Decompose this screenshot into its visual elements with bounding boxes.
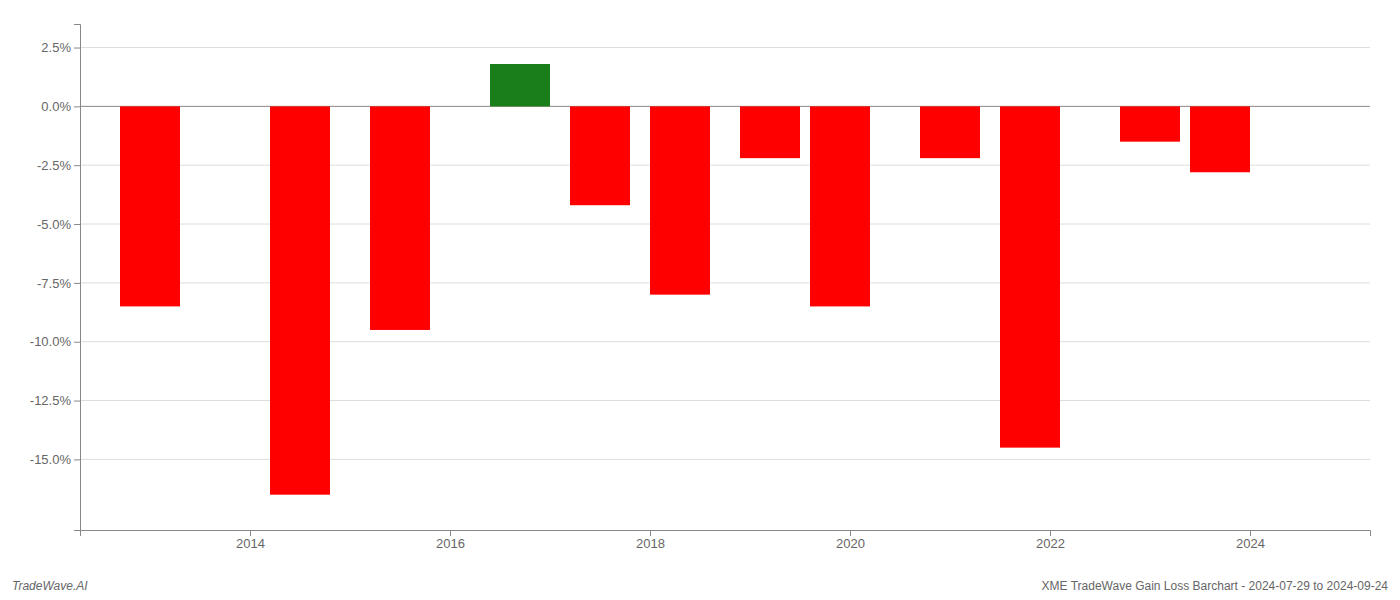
bar [920,106,980,158]
bar [1120,106,1180,141]
footer-right: XME TradeWave Gain Loss Barchart - 2024-… [1042,579,1389,593]
y-tick-mark [74,48,80,49]
y-tick-mark [74,283,80,284]
x-tick-mark [850,530,851,536]
y-tick-label: -15.0% [30,452,72,467]
y-tick: -15.0% [30,452,80,467]
x-tick: 2020 [836,530,865,551]
y-tick-mark [74,342,80,343]
x-tick-label: 2024 [1236,536,1265,551]
y-tick: -12.5% [30,393,80,408]
x-tick-label: 2014 [236,536,265,551]
y-tick-label: -5.0% [37,217,71,232]
x-tick-mark [450,530,451,536]
y-tick: -2.5% [37,158,80,173]
y-tick-mark [74,165,80,166]
y-tick-mark [74,401,80,402]
bar [490,64,550,106]
bar [270,106,330,494]
footer-left: TradeWave.AI [12,579,88,593]
bar [1190,106,1250,172]
x-axis: 2014 2016 2018 2020 2022 2024 [81,530,1371,551]
y-tick-label: -7.5% [37,276,71,291]
bar [570,106,630,205]
x-tick-mark [250,530,251,536]
x-tick: 2016 [436,530,465,551]
y-tick-mark [74,459,80,460]
bar [120,106,180,306]
bar [1000,106,1060,447]
y-tick-label: -2.5% [37,158,71,173]
bar [810,106,870,306]
y-tick-mark [74,106,80,107]
y-tick-label: -10.0% [30,334,72,349]
x-tick-mark [1250,530,1251,536]
y-tick-label: 2.5% [41,40,71,55]
x-tick-label: 2020 [836,536,865,551]
chart: 2014 2016 2018 2020 2022 2024 -15.0% -12.5% -10.… [0,0,1400,600]
x-tick: 2022 [1036,530,1065,551]
x-tick-label: 2018 [636,536,665,551]
x-tick: 2018 [636,530,665,551]
bar [650,106,710,294]
y-tick: 0.0% [41,99,80,114]
x-tick-label: 2016 [436,536,465,551]
y-axis-line [74,25,81,531]
x-axis-line [81,531,1371,537]
y-tick: -7.5% [37,276,80,291]
y-tick: -10.0% [30,334,80,349]
bar [370,106,430,330]
plot: 2014 2016 2018 2020 2022 2024 -15.0% -12.5% -10.… [30,25,1371,552]
y-tick-mark [74,224,80,225]
bars [120,64,1250,495]
x-tick-label: 2022 [1036,536,1065,551]
y-axis: -15.0% -12.5% -10.0% -7.5% -5.0% -2.5% 0.0% 2.5… [30,25,81,531]
y-tick-label: -12.5% [30,393,72,408]
x-tick-mark [1050,530,1051,536]
bar [740,106,800,158]
y-tick-label: 0.0% [41,99,71,114]
y-tick: 2.5% [41,40,80,55]
y-tick: -5.0% [37,217,80,232]
x-tick-mark [650,530,651,536]
x-tick: 2024 [1236,530,1265,551]
grid-line [80,47,1370,48]
x-tick: 2014 [236,530,265,551]
